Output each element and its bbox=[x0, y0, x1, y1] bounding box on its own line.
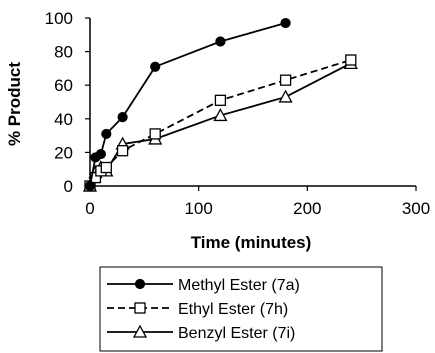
data-point bbox=[95, 148, 106, 160]
data-point bbox=[149, 128, 161, 140]
y-tick-label: 20 bbox=[54, 143, 73, 162]
y-tick-label: 0 bbox=[64, 177, 73, 196]
data-point bbox=[215, 36, 226, 47]
data-point bbox=[278, 89, 293, 103]
legend-marker bbox=[134, 302, 146, 314]
data-point bbox=[280, 17, 291, 29]
data-point bbox=[116, 145, 129, 157]
y-tick-label: 100 bbox=[45, 9, 73, 28]
y-tick-label: 60 bbox=[54, 76, 73, 95]
y-tick-label: 80 bbox=[54, 43, 73, 62]
data-point bbox=[213, 108, 228, 122]
legend-item: Methyl Ester (7a) bbox=[107, 277, 300, 294]
x-tick-label: 100 bbox=[184, 199, 212, 218]
data-point bbox=[279, 74, 292, 86]
axes bbox=[85, 17, 417, 191]
data-point bbox=[101, 128, 112, 140]
data-point bbox=[100, 161, 112, 174]
legend-item: Benzyl Ester (7i) bbox=[107, 324, 295, 342]
series-line bbox=[89, 59, 352, 187]
series-methyl-ester-7a bbox=[84, 17, 291, 192]
legend-label: Ethyl Ester (7h) bbox=[178, 301, 288, 318]
x-axis-title: Time (minutes) bbox=[191, 233, 312, 252]
data-point bbox=[214, 94, 227, 106]
y-axis-title: % Product bbox=[5, 62, 24, 146]
y-tick-label: 40 bbox=[54, 110, 73, 129]
data-point bbox=[117, 112, 128, 123]
legend: Methyl Ester (7a) Ethyl Ester (7h) Benzyl … bbox=[99, 266, 383, 352]
data-point bbox=[345, 54, 357, 66]
x-tick-label: 200 bbox=[293, 199, 321, 218]
legend-label: Methyl Ester (7a) bbox=[178, 277, 300, 294]
series-ethyl-ester-7h bbox=[84, 54, 357, 192]
data-point bbox=[84, 180, 96, 192]
legend-marker bbox=[134, 278, 146, 290]
legend-box bbox=[99, 266, 383, 352]
x-tick-label: 300 bbox=[402, 199, 430, 218]
data-point bbox=[150, 61, 161, 72]
legend-marker bbox=[132, 324, 148, 338]
x-tick-label: 0 bbox=[85, 199, 94, 218]
legend-label: Benzyl Ester (7i) bbox=[178, 325, 295, 342]
legend-item: Ethyl Ester (7h) bbox=[107, 301, 288, 318]
tick-labels: 0 20 40 60 80 100 0 100 200 300 bbox=[45, 9, 431, 218]
series-benzyl-ester-7i bbox=[82, 56, 358, 192]
series-line bbox=[89, 62, 352, 187]
series-layer bbox=[82, 17, 358, 192]
